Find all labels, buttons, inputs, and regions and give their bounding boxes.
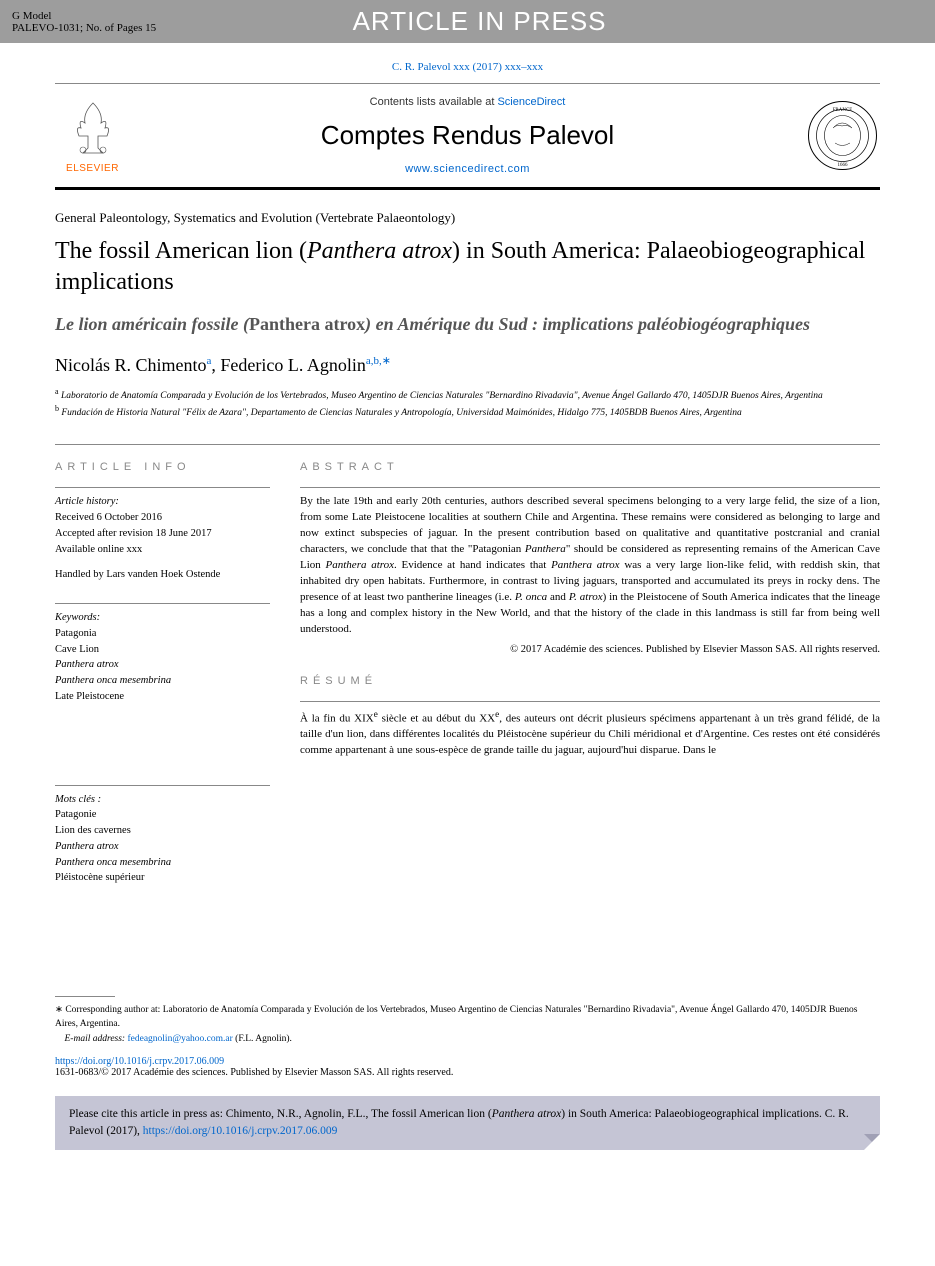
corr-star: ∗ — [55, 1005, 63, 1015]
article-title: The fossil American lion (Panthera atrox… — [55, 236, 880, 298]
keyword: Cave Lion — [55, 642, 270, 658]
keyword: Patagonia — [55, 626, 270, 642]
palevo-ref: PALEVO-1031; No. of Pages 15 — [12, 22, 156, 34]
subtitle-part2: ) en Amérique du Sud : implications palé… — [365, 314, 810, 334]
author-2: Federico L. Agnolin — [220, 355, 365, 375]
cite-doi-link[interactable]: https://doi.org/10.1016/j.crpv.2017.06.0… — [143, 1125, 338, 1137]
title-part1: The fossil American lion ( — [55, 238, 307, 264]
accepted-date: Accepted after revision 18 June 2017 — [55, 526, 270, 542]
online-date: Available online xxx — [55, 542, 270, 558]
motcle: Panthera atrox — [55, 839, 270, 855]
two-column-section: article info Article history: Received 6… — [55, 444, 880, 906]
header-bar: G Model PALEVO-1031; No. of Pages 15 ART… — [0, 0, 935, 43]
keywords-label: Keywords: — [55, 610, 270, 626]
title-species: Panthera atrox — [307, 238, 452, 264]
subtitle-species: Panthera atrox — [249, 314, 365, 334]
header-ref: G Model PALEVO-1031; No. of Pages 15 — [12, 10, 156, 34]
keyword: Panthera atrox — [55, 657, 270, 673]
email-note: E-mail address: fedeagnolin@yahoo.com.ar… — [55, 1032, 880, 1046]
journal-citation: C. R. Palevol xxx (2017) xxx–xxx — [0, 43, 935, 83]
contents-prefix: Contents lists available at — [370, 96, 498, 108]
keywords-block: Keywords: Patagonia Cave Lion Panthera a… — [55, 603, 270, 705]
author-1: Nicolás R. Chimento — [55, 355, 207, 375]
doi-link[interactable]: https://doi.org/10.1016/j.crpv.2017.06.0… — [55, 1056, 224, 1067]
article-content: General Paleontology, Systematics and Ev… — [0, 190, 935, 906]
authors: Nicolás R. Chimentoa, Federico L. Agnoli… — [55, 354, 880, 376]
journal-title: Comptes Rendus Palevol — [130, 120, 805, 151]
handled-by: Handled by Lars vanden Hoek Ostende — [55, 567, 270, 583]
svg-text:FRANCE: FRANCE — [833, 108, 853, 113]
doi-line: https://doi.org/10.1016/j.crpv.2017.06.0… — [55, 1056, 880, 1067]
subtitle-part1: Le lion américain fossile ( — [55, 314, 249, 334]
motcle: Panthera onca mesembrina — [55, 855, 270, 871]
motscles-label: Mots clés : — [55, 792, 270, 808]
abstract-column: abstract By the late 19th and early 20th… — [300, 445, 880, 906]
g-model: G Model — [12, 10, 156, 22]
motcle: Pléistocène supérieur — [55, 870, 270, 886]
svg-text:1666: 1666 — [838, 163, 849, 168]
history-block: Article history: Received 6 October 2016… — [55, 487, 270, 583]
email-label: E-mail address: — [65, 1034, 128, 1044]
journal-center: Contents lists available at ScienceDirec… — [130, 96, 805, 175]
motcle: Patagonie — [55, 807, 270, 823]
academy-seal-icon: FRANCE 1666 — [805, 98, 880, 173]
journal-url[interactable]: www.sciencedirect.com — [130, 163, 805, 175]
author-2-sup: a,b,∗ — [366, 355, 391, 367]
cite-box: Please cite this article in press as: Ch… — [55, 1096, 880, 1151]
abstract-heading: abstract — [300, 461, 880, 473]
motscles-block: Mots clés : Patagonie Lion des cavernes … — [55, 785, 270, 887]
resume-text: À la fin du XIXe siècle et au début du X… — [300, 701, 880, 759]
article-in-press-banner: ARTICLE IN PRESS — [353, 6, 607, 37]
article-info-column: article info Article history: Received 6… — [55, 445, 270, 906]
aff-a-text: Laboratorio de Anatomía Comparada y Evol… — [59, 391, 823, 401]
corr-text: Corresponding author at: Laboratorio de … — [55, 1005, 857, 1029]
elsevier-text: ELSEVIER — [55, 163, 130, 174]
keyword: Panthera onca mesembrina — [55, 673, 270, 689]
author-1-sup: a — [207, 355, 212, 367]
keyword: Late Pleistocene — [55, 689, 270, 705]
aff-b-text: Fundación de Historia Natural "Félix de … — [59, 408, 742, 418]
affiliations: a Laboratorio de Anatomía Comparada y Ev… — [55, 386, 880, 421]
footer: ∗ Corresponding author at: Laboratorio d… — [0, 996, 935, 1078]
contents-line: Contents lists available at ScienceDirec… — [130, 96, 805, 108]
affiliation-a: a Laboratorio de Anatomía Comparada y Ev… — [55, 386, 880, 403]
email-link[interactable]: fedeagnolin@yahoo.com.ar — [127, 1034, 232, 1044]
sciencedirect-link[interactable]: ScienceDirect — [497, 96, 565, 108]
elsevier-tree-icon — [63, 98, 123, 158]
motcle: Lion des cavernes — [55, 823, 270, 839]
history-label: Article history: — [55, 494, 270, 510]
article-subtitle: Le lion américain fossile (Panthera atro… — [55, 312, 880, 337]
section-label: General Paleontology, Systematics and Ev… — [55, 210, 880, 226]
email-suffix: (F.L. Agnolin). — [233, 1034, 292, 1044]
spacer — [55, 725, 270, 785]
resume-heading: résumé — [300, 675, 880, 687]
copyright-line: © 2017 Académie des sciences. Published … — [300, 644, 880, 655]
abstract-text: By the late 19th and early 20th centurie… — [300, 487, 880, 637]
page-fold-mask — [864, 1134, 880, 1150]
cite-prefix: Please cite this article in press as: Ch… — [69, 1108, 492, 1120]
cite-species: Panthera atrox — [492, 1108, 562, 1120]
affiliation-b: b Fundación de Historia Natural "Félix d… — [55, 403, 880, 420]
received-date: Received 6 October 2016 — [55, 510, 270, 526]
corresponding-note: ∗ Corresponding author at: Laboratorio d… — [55, 1003, 880, 1032]
elsevier-logo: ELSEVIER — [55, 98, 130, 174]
issn-line: 1631-0683/© 2017 Académie des sciences. … — [55, 1067, 880, 1078]
journal-box: ELSEVIER Contents lists available at Sci… — [55, 83, 880, 190]
info-heading: article info — [55, 461, 270, 473]
footer-divider — [55, 996, 115, 997]
